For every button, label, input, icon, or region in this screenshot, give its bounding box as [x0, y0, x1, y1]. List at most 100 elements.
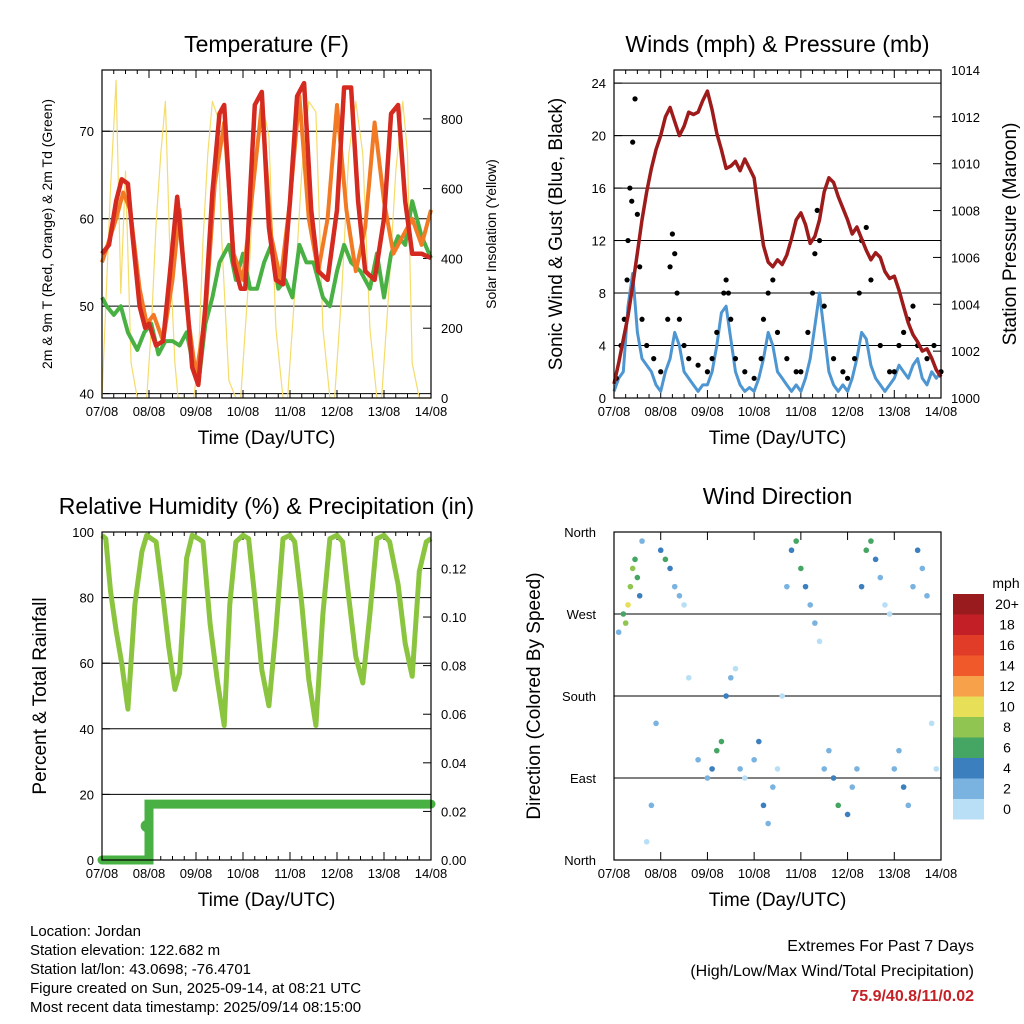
panel1-xtick-label: 14/08 [415, 404, 448, 419]
panel2-ytick-right-label: 1002 [951, 344, 980, 359]
gust-point [704, 369, 711, 375]
legend-swatch [953, 737, 984, 758]
wind-direction-point [704, 775, 711, 781]
panel2-ytick-right-label: 1008 [951, 204, 980, 219]
gust-point [770, 277, 776, 283]
panel4-ytick-label: South [562, 689, 596, 704]
gust-point [639, 316, 645, 322]
wind-direction-point [648, 802, 655, 809]
panel4-xtick-label: 08/08 [644, 866, 677, 881]
wind-direction-point [727, 674, 734, 681]
panel3-ytick-right-label: 0.10 [441, 610, 466, 625]
panel1-xtick-label: 08/08 [133, 404, 166, 419]
panel3-xtick-label: 12/08 [321, 866, 354, 881]
wind-direction-point [653, 720, 659, 727]
wind-direction-point [784, 583, 790, 590]
panel4-xtick-label: 12/08 [831, 866, 864, 881]
panel1-ytick-right-label: 0 [441, 391, 448, 406]
panel2-ylabel: Sonic Wind & Gust (Blue, Black) [546, 98, 567, 370]
panel2-ylabel-right: Station Pressure (Maroon) [1000, 123, 1021, 346]
legend-label: 16 [999, 637, 1015, 653]
gust-point [627, 185, 633, 191]
gust-point [901, 329, 907, 335]
wind-direction-point [737, 766, 743, 772]
panel4-xtick-label: 10/08 [738, 866, 771, 881]
wind-direction-point [622, 620, 629, 626]
panel2-title: Winds (mph) & Pressure (mb) [625, 31, 929, 57]
panel3-ytick-right-label: 0.00 [441, 853, 466, 868]
panel2-xtick-label: 10/08 [738, 404, 771, 419]
panel4-xlabel: Time (Day/UTC) [709, 890, 847, 911]
wind-direction-point [793, 538, 799, 544]
wind-direction-point [732, 665, 739, 672]
gust-point [774, 329, 781, 335]
wind-direction-point [821, 766, 828, 772]
gust-point [931, 342, 937, 349]
panel2-ytick-right-label: 1012 [951, 110, 980, 125]
relative-humidity-line [100, 532, 433, 728]
station-location: Location: Jordan [30, 923, 141, 940]
wind-direction-point [863, 547, 870, 554]
wind-direction-point [830, 775, 837, 781]
legend-swatch [953, 635, 984, 656]
wind-direction-point [807, 602, 813, 608]
panel2-ytick-label: 8 [599, 286, 606, 301]
panel3-ytick-right-label: 0.02 [441, 804, 466, 819]
gust-point [695, 362, 701, 368]
gust-point [814, 207, 820, 213]
panel2-xtick-label: 07/08 [598, 404, 631, 419]
gust-point [784, 356, 790, 362]
legend-swatch [953, 717, 984, 738]
panel3-xtick-label: 14/08 [415, 866, 448, 881]
panel1-ytick-right-label: 200 [441, 321, 463, 336]
panel3-xtick-label: 09/08 [180, 866, 213, 881]
total-rainfall-line [97, 799, 436, 865]
legend-label: 4 [1003, 760, 1011, 776]
gust-point [669, 231, 675, 237]
legend-title: mph [992, 575, 1019, 591]
wind-direction-point [636, 592, 643, 599]
panel1-ylabel-right: Solar Insolation (Yellow) [483, 159, 499, 309]
panel4-title: Wind Direction [703, 483, 853, 509]
wind-direction-point [657, 547, 664, 554]
panel4-xtick-label: 11/08 [785, 866, 817, 881]
panel1-xtick-label: 10/08 [227, 404, 260, 419]
panel2-ytick-label: 20 [592, 129, 606, 144]
panel2-xtick-label: 08/08 [644, 404, 677, 419]
gust-point [742, 369, 748, 375]
sonic-wind-line [612, 271, 943, 393]
legend-swatch [953, 676, 984, 697]
legend-label: 18 [999, 617, 1015, 633]
gust-point [728, 316, 734, 322]
panel2-ytick-right-label: 1004 [951, 297, 980, 312]
gust-point [896, 342, 902, 349]
wind-direction-point [816, 638, 823, 645]
gust-point [877, 342, 883, 349]
legend-label: 2 [1003, 781, 1011, 797]
gust-point [725, 290, 732, 296]
panel1-frame [101, 69, 432, 399]
panel2-ytick-label: 0 [599, 391, 606, 406]
wind-direction-point [634, 574, 641, 581]
station-pressure-line [612, 89, 943, 385]
gust-point [723, 277, 729, 283]
gust-point [644, 342, 650, 349]
wind-direction-point [765, 820, 771, 827]
wind-direction-point [632, 556, 638, 563]
gust-point [830, 356, 837, 362]
gust-point [732, 356, 739, 362]
panel2-xtick-label: 09/08 [691, 404, 724, 419]
wind-direction-point [802, 583, 809, 590]
panel1-xtick-label: 13/08 [368, 404, 401, 419]
gust-point [798, 369, 804, 375]
panel2-xtick-label: 12/08 [831, 404, 864, 419]
panel1-xtick-label: 09/08 [180, 404, 213, 419]
panel3-ylabel: Percent & Total Rainfall [30, 597, 51, 794]
wind-direction-point [910, 583, 916, 590]
panel3-ytick-label: 0 [87, 853, 94, 868]
panel2-ytick-label: 4 [599, 339, 606, 354]
gust-point [793, 369, 799, 375]
gust-point [910, 303, 916, 309]
gust-point [676, 316, 683, 322]
